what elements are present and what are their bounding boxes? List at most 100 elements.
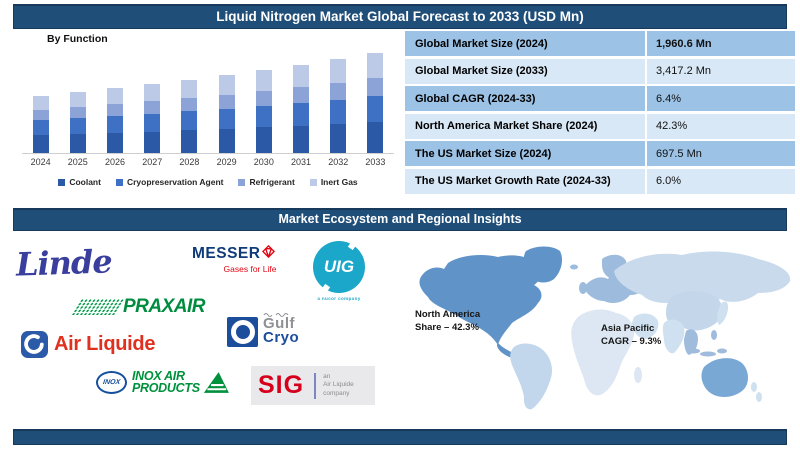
x-axis-label: 2026: [104, 157, 126, 167]
table-row-value: 1,960.6 Mn: [647, 31, 795, 56]
bar-segment: [218, 94, 235, 109]
map-middle-east: [632, 313, 659, 339]
chart-plot: [22, 47, 394, 154]
gulf-cryo-word-cryo: Cryo: [263, 329, 300, 347]
page-title: Liquid Nitrogen Market Global Forecast t…: [216, 9, 584, 24]
map-indonesia-1: [688, 348, 700, 354]
bar-segment: [330, 123, 347, 153]
linde-logo: Linde: [15, 242, 113, 284]
bar-segment: [69, 107, 86, 119]
sig-logo: SIG an Air Liquide company: [251, 366, 375, 405]
bar-segment: [181, 98, 198, 112]
bar-segment: [106, 116, 123, 133]
praxair-flag-icon: [71, 299, 125, 315]
legend-label: Refrigerant: [249, 177, 295, 187]
inox-wordmark-line2: PRODUCTS: [132, 380, 200, 395]
table-row: The US Market Growth Rate (2024-33) 6.0%: [405, 168, 795, 194]
map-new-zealand-1: [751, 382, 757, 392]
air-liquide-icon: [21, 331, 48, 358]
map-iceland: [570, 264, 578, 270]
header-banner: Liquid Nitrogen Market Global Forecast t…: [13, 4, 787, 29]
map-indonesia-3: [717, 348, 727, 354]
gulf-cryo-word-gulf: Gulf: [263, 315, 295, 332]
x-axis-label: 2031: [291, 157, 312, 167]
gulf-cryo-icon: [227, 317, 258, 347]
bar-segment: [181, 79, 198, 99]
table-row-label: North America Market Share (2024): [405, 113, 645, 139]
bar-2033: [367, 53, 384, 153]
inox-badge-text: INOX: [102, 379, 121, 387]
uig-circle-icon: UIG: [313, 241, 365, 293]
x-axis-label: 2025: [67, 157, 88, 167]
legend-swatch: [309, 178, 317, 186]
legend-label: Inert Gas: [320, 177, 358, 187]
messer-tagline: Gases for Life: [223, 264, 277, 274]
uig-wordmark: UIG: [323, 257, 355, 276]
bar-segment: [292, 102, 309, 126]
table-row-value: 6.4%: [647, 86, 795, 111]
annotation-line: CAGR – 9.3%: [601, 335, 662, 347]
x-axis-label: 2029: [216, 157, 237, 167]
chart-title: By Function: [47, 33, 108, 45]
table-row-label: The US Market Growth Rate (2024-33): [405, 168, 645, 194]
bar-2024: [32, 95, 49, 153]
bar-segment: [330, 59, 347, 83]
table-row-value: 697.5 Mn: [647, 141, 795, 166]
bar-segment: [32, 110, 49, 121]
map-madagascar: [634, 367, 642, 383]
x-axis-label: 2024: [30, 157, 51, 167]
air-liquide-wordmark: Air Liquide: [54, 333, 156, 355]
bar-segment: [144, 84, 161, 102]
bar-segment: [367, 78, 384, 97]
annotation-line: North America: [415, 309, 481, 320]
map-india: [662, 319, 685, 354]
uig-tagline: a nucor company: [317, 296, 361, 301]
table-row-label: The US Market Size (2024): [405, 141, 645, 166]
bar-2032: [330, 59, 347, 153]
sig-wordmark: SIG: [258, 371, 305, 399]
chart-legend: Coolant Cryopreservation Agent Refrigerant…: [22, 177, 394, 187]
inox-air-products-logo: INOX INOX AIR PRODUCTS: [96, 370, 230, 395]
sig-tagline-line3: company: [323, 389, 350, 397]
air-liquide-logo: Air Liquide: [21, 331, 155, 358]
bar-segment: [330, 99, 347, 124]
table-row: Global CAGR (2024-33) 6.4%: [405, 86, 795, 111]
air-products-triangle-icon: [203, 372, 229, 394]
sig-tagline-line1: an: [323, 372, 331, 380]
annotation-line: Share – 42.3%: [415, 321, 479, 333]
bar-segment: [218, 128, 235, 153]
inox-oval-icon: INOX: [96, 371, 127, 395]
table-row: North America Market Share (2024) 42.3%: [405, 113, 795, 139]
legend-swatch: [58, 178, 66, 186]
messer-diamond-icon: [262, 245, 276, 258]
gulf-cryo-arabic-script: [263, 313, 289, 317]
map-philippines: [711, 330, 717, 340]
map-indonesia-2: [700, 351, 716, 357]
section-title: Market Ecosystem and Regional Insights: [278, 212, 522, 226]
bar-2027: [144, 84, 161, 153]
asia-pacific-annotation: Asia Pacific CAGR – 9.3%: [601, 323, 661, 349]
bar-2026: [106, 88, 123, 153]
bar-segment: [292, 86, 309, 103]
uig-logo: UIG a nucor company: [311, 241, 367, 301]
bar-segment: [69, 118, 86, 135]
bar-segment: [367, 122, 384, 153]
bar-segment: [255, 70, 272, 91]
legend-swatch: [115, 178, 123, 186]
table-row-value: 6.0%: [647, 168, 795, 194]
world-map: [419, 246, 791, 410]
bar-segment: [255, 105, 272, 128]
bar-segment: [218, 75, 235, 95]
bar-segment: [181, 130, 198, 153]
x-axis-label: 2032: [328, 157, 349, 167]
sig-tagline-line2: Air Liquide: [323, 381, 354, 389]
north-america-annotation: North America Share – 42.3%: [415, 309, 480, 335]
table-row-value: 3,417.2 Mn: [647, 58, 795, 84]
bar-2031: [292, 64, 309, 153]
bar-2030: [255, 70, 272, 153]
map-africa: [571, 309, 635, 396]
x-axis-label: 2027: [142, 157, 163, 167]
table-row: The US Market Size (2024) 697.5 Mn: [405, 141, 795, 166]
bar-segment: [255, 90, 272, 106]
